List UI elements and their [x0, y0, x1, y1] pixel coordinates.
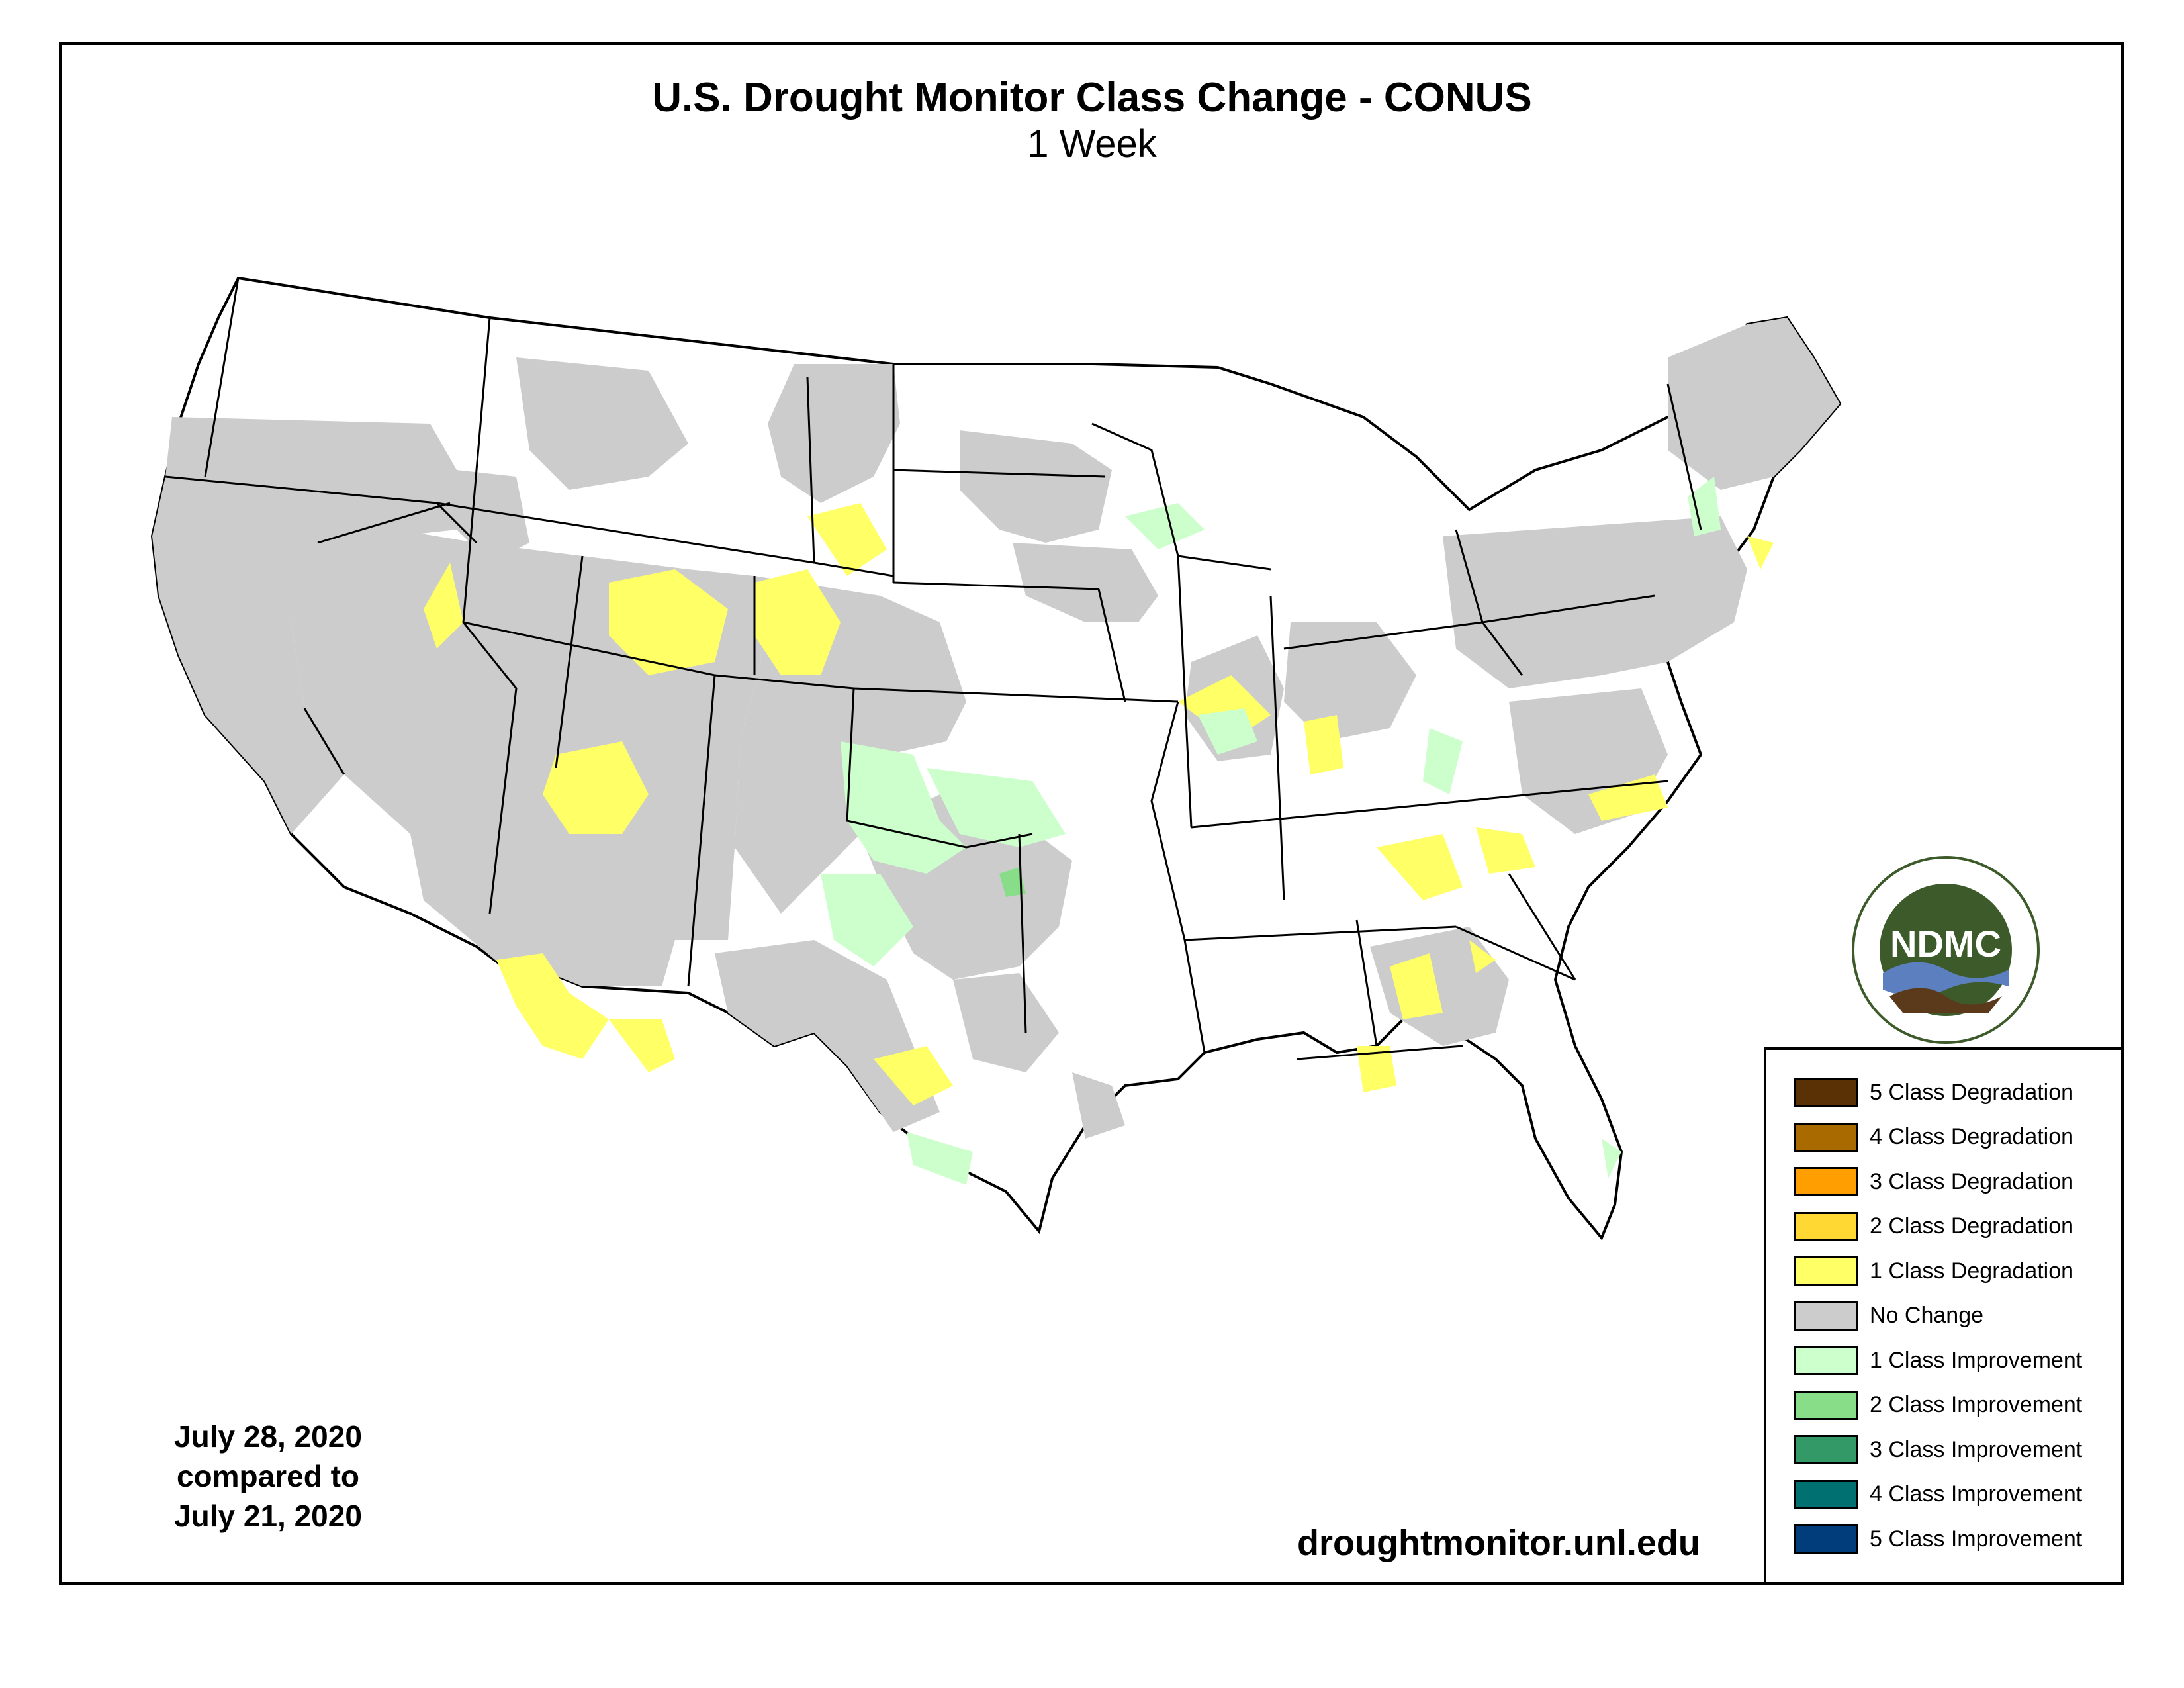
legend-item: 4 Class Improvement: [1794, 1479, 2082, 1511]
legend-label: 3 Class Improvement: [1870, 1436, 2083, 1462]
legend-label: 4 Class Improvement: [1870, 1481, 2083, 1507]
legend-label: 5 Class Improvement: [1870, 1526, 2083, 1552]
legend-swatch: [1794, 1479, 1858, 1509]
legend-swatch: [1794, 1211, 1858, 1241]
legend-label: 3 Class Degradation: [1870, 1168, 2074, 1194]
legend-swatch: [1794, 1390, 1858, 1420]
legend-label: No Change: [1870, 1303, 1984, 1328]
state-boundaries: [165, 277, 1702, 1060]
degradation-1-regions: [424, 503, 1774, 1105]
legend-item: 2 Class Degradation: [1794, 1211, 2073, 1243]
legend-item: 3 Class Degradation: [1794, 1166, 2073, 1197]
legend-label: 4 Class Degradation: [1870, 1124, 2074, 1149]
legend-swatch: [1794, 1122, 1858, 1152]
legend-label: 5 Class Degradation: [1870, 1079, 2074, 1105]
legend-label: 1 Class Degradation: [1870, 1258, 2074, 1284]
legend-item: No Change: [1794, 1300, 1983, 1332]
legend-item: 5 Class Degradation: [1794, 1076, 2073, 1108]
legend-item: 5 Class Improvement: [1794, 1523, 2082, 1555]
legend-swatch: [1794, 1524, 1858, 1554]
legend-item: 4 Class Degradation: [1794, 1121, 2073, 1153]
ndmc-logo: NDMC: [1852, 856, 2040, 1044]
improvement-2-regions: [999, 867, 1026, 897]
compared-to-label: compared to: [176, 1459, 360, 1493]
map-subtitle: 1 Week: [1027, 122, 1157, 165]
legend-label: 2 Class Improvement: [1870, 1392, 2083, 1417]
legend-item: 3 Class Improvement: [1794, 1434, 2082, 1466]
conus-map: [150, 276, 1842, 1241]
legend-item: 1 Class Improvement: [1794, 1344, 2082, 1376]
previous-date: July 21, 2020: [174, 1499, 362, 1533]
legend-label: 1 Class Improvement: [1870, 1347, 2083, 1373]
ndmc-logo-abbrev: NDMC: [1890, 923, 2001, 964]
legend-swatch: [1794, 1256, 1858, 1286]
date-comparison: July 28, 2020 compared to July 21, 2020: [146, 1417, 390, 1536]
legend-swatch: [1794, 1078, 1858, 1107]
map-frame: [59, 42, 2124, 1585]
legend-item: 2 Class Improvement: [1794, 1389, 2082, 1421]
map-legend: 5 Class Degradation 4 Class Degradation 3 …: [1764, 1047, 2124, 1585]
legend-swatch: [1794, 1301, 1858, 1331]
legend-swatch: [1794, 1346, 1858, 1375]
legend-swatch: [1794, 1167, 1858, 1196]
legend-label: 2 Class Degradation: [1870, 1213, 2074, 1239]
map-title: U.S. Drought Monitor Class Change - CONU…: [652, 75, 1532, 120]
current-date: July 28, 2020: [174, 1419, 362, 1454]
legend-swatch: [1794, 1435, 1858, 1464]
legend-item: 1 Class Degradation: [1794, 1255, 2073, 1287]
source-url[interactable]: droughtmonitor.unl.edu: [1297, 1523, 1700, 1563]
